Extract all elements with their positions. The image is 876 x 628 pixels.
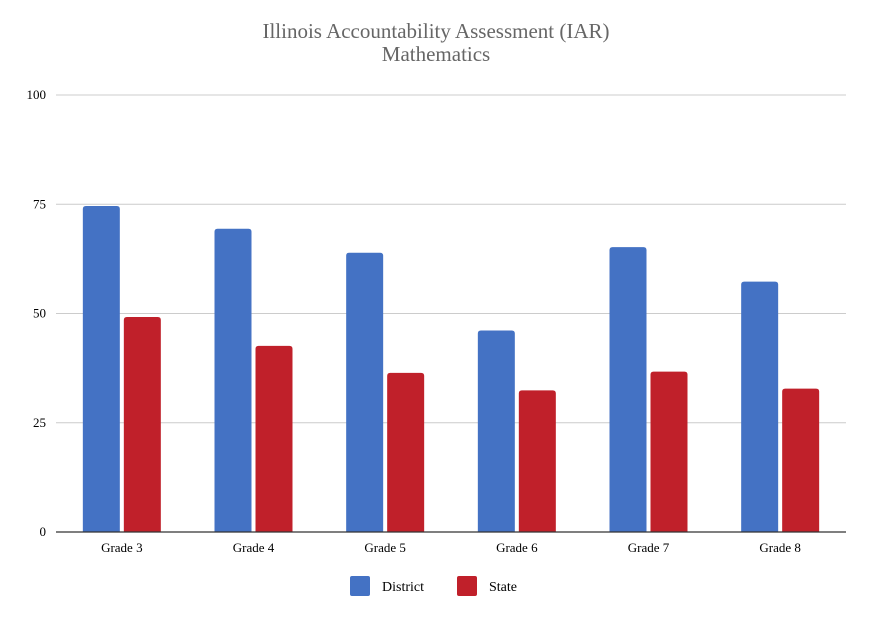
- x-tick-label: Grade 8: [759, 540, 801, 555]
- axes: 0 25 50 75 100 Grade 3 Grade 4 Grade 5 Grade 6 Gr…: [27, 87, 846, 555]
- bar-district-grade-5: [346, 252, 384, 532]
- x-tick-label: Grade 6: [496, 540, 538, 555]
- legend-label-state: State: [489, 580, 517, 595]
- bar-state-grade-8: [782, 388, 820, 532]
- legend-label-district: District: [382, 580, 424, 595]
- x-tick-label: Grade 5: [364, 540, 406, 555]
- legend: District State: [350, 576, 517, 596]
- y-tick-label: 100: [27, 87, 47, 102]
- y-tick-label: 25: [33, 415, 46, 430]
- bar-state-grade-7: [650, 371, 688, 532]
- bar-district-grade-6: [477, 330, 515, 532]
- y-tick-label: 75: [33, 196, 46, 211]
- bar-district-grade-4: [214, 228, 252, 533]
- y-tick-label: 0: [40, 524, 47, 539]
- bar-state-grade-6: [518, 390, 556, 532]
- x-tick-label: Grade 7: [628, 540, 670, 555]
- y-tick-label: 50: [33, 306, 46, 321]
- chart-title-line-2: Mathematics: [382, 42, 490, 66]
- bar-state-grade-4: [255, 345, 293, 532]
- bar-district-grade-7: [609, 247, 647, 533]
- legend-swatch-state: [457, 576, 477, 596]
- bar-state-grade-5: [387, 372, 425, 532]
- gridlines: [56, 94, 846, 424]
- bars: [82, 205, 820, 533]
- bar-district-grade-8: [741, 281, 779, 532]
- bar-state-grade-3: [123, 316, 161, 532]
- chart-title-line-1: Illinois Accountability Assessment (IAR): [262, 19, 609, 43]
- x-tick-label: Grade 3: [101, 540, 143, 555]
- bar-district-grade-3: [82, 205, 120, 533]
- legend-swatch-district: [350, 576, 370, 596]
- x-tick-label: Grade 4: [233, 540, 275, 555]
